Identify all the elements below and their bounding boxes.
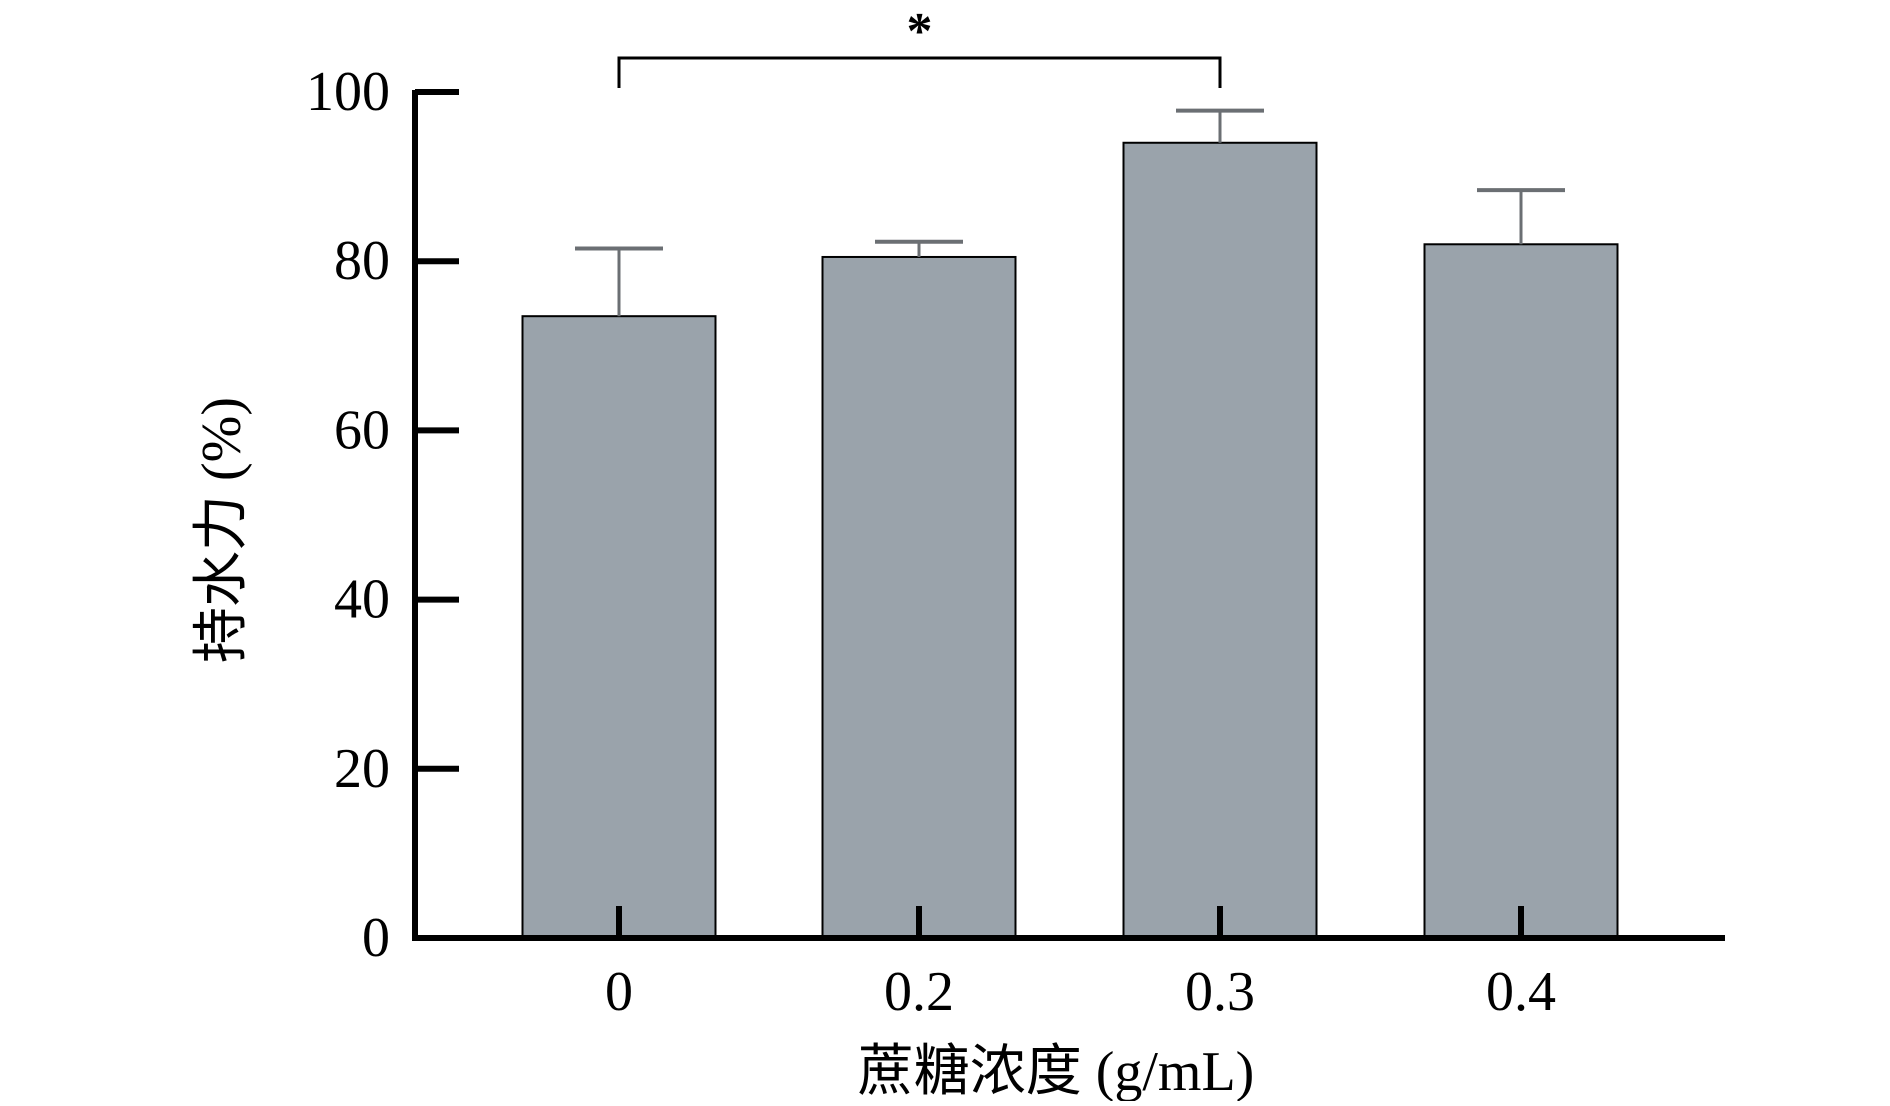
x-tick-label-0.3: 0.3 bbox=[1185, 961, 1255, 1023]
y-tick-label-20: 20 bbox=[334, 738, 390, 800]
y-tick-label-60: 60 bbox=[334, 399, 390, 461]
y-tick-label-40: 40 bbox=[334, 569, 390, 631]
significance-layer: * bbox=[617, 3, 1222, 88]
x-tick-label-0.2: 0.2 bbox=[884, 961, 954, 1023]
x-tick-label-0.4: 0.4 bbox=[1486, 961, 1556, 1023]
bars-layer bbox=[521, 141, 1619, 940]
y-tick-label-100: 100 bbox=[306, 61, 390, 123]
x-tick-label-0: 0 bbox=[605, 961, 633, 1023]
bar-0 bbox=[521, 315, 717, 939]
y-tick-label-0: 0 bbox=[362, 907, 390, 969]
y-tick-label-80: 80 bbox=[334, 230, 390, 292]
significance-bracket bbox=[617, 56, 1222, 88]
error-bars-layer bbox=[575, 108, 1565, 317]
x-axis-title: 蔗糖浓度 (g/mL) bbox=[858, 1041, 1255, 1101]
significance-marker: * bbox=[907, 3, 933, 60]
labels-layer: 0 20 40 60 80 100 0 0.2 0.3 0.4 蔗糖浓度 (g/mL) 持水力 (%) bbox=[191, 61, 1556, 1103]
y-axis-title: 持水力 (%) bbox=[191, 397, 253, 663]
bar-0.4 bbox=[1423, 243, 1619, 939]
bar-0.2 bbox=[821, 255, 1017, 940]
bar-0.3 bbox=[1122, 141, 1318, 939]
axes-layer bbox=[412, 89, 1725, 941]
